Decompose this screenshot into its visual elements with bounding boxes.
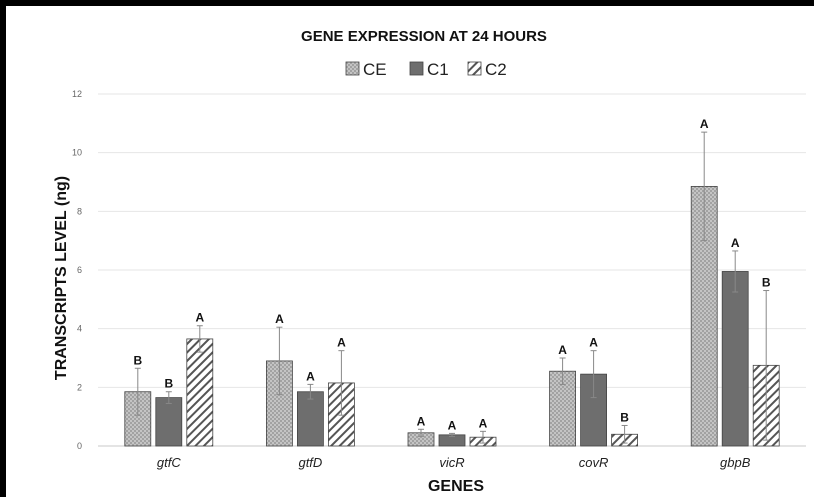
legend-swatch-C2 bbox=[467, 61, 482, 76]
y-axis-ticks: 0 2 4 6 8 10 12 bbox=[72, 89, 82, 451]
significance-label: A bbox=[337, 336, 346, 350]
y-tick-label: 12 bbox=[72, 89, 82, 99]
y-tick-label: 0 bbox=[77, 441, 82, 451]
error-bars bbox=[134, 131, 770, 444]
bar-chart: GENE EXPRESSION AT 24 HOURS 0 2 4 6 8 10 12 TR… bbox=[53, 28, 806, 495]
category-label: gtfC bbox=[157, 455, 181, 470]
legend-label: CE bbox=[363, 60, 387, 79]
significance-label: A bbox=[700, 117, 709, 131]
legend-swatch-CE bbox=[345, 61, 360, 76]
significance-label: B bbox=[164, 377, 173, 391]
legend-label: C2 bbox=[485, 60, 507, 79]
significance-label: A bbox=[589, 336, 598, 350]
y-tick-label: 2 bbox=[77, 382, 82, 392]
bar-C2-gtfC bbox=[186, 338, 214, 447]
significance-label: A bbox=[479, 416, 488, 430]
category-label: covR bbox=[579, 455, 609, 470]
significance-label: A bbox=[275, 312, 284, 326]
y-tick-label: 10 bbox=[72, 148, 82, 158]
legend-swatch-C1 bbox=[409, 61, 424, 76]
bar-C1-gbpB bbox=[721, 271, 749, 447]
significance-label: A bbox=[558, 343, 567, 357]
legend-label: C1 bbox=[427, 60, 449, 79]
bars bbox=[124, 185, 780, 447]
y-axis-title: TRANSCRIPTS LEVEL (ng) bbox=[53, 176, 70, 380]
significance-label: B bbox=[620, 410, 629, 424]
y-tick-label: 8 bbox=[77, 206, 82, 216]
bar-C1-gtfC bbox=[155, 397, 183, 447]
legend: CE C1 C2 bbox=[345, 60, 507, 79]
significance-label: A bbox=[195, 311, 204, 325]
significance-label: A bbox=[417, 414, 426, 428]
significance-labels: B B A A A A A A A A A B A A B bbox=[133, 117, 770, 432]
significance-label: A bbox=[731, 236, 740, 250]
category-labels: gtfC gtfD vicR covR gbpB bbox=[157, 455, 751, 470]
category-label: gtfD bbox=[298, 455, 322, 470]
category-label: vicR bbox=[439, 455, 464, 470]
significance-label: B bbox=[762, 276, 771, 290]
significance-label: A bbox=[448, 418, 457, 432]
chart-title: GENE EXPRESSION AT 24 HOURS bbox=[301, 28, 547, 45]
x-axis-title: GENES bbox=[428, 478, 484, 495]
category-label: gbpB bbox=[720, 455, 751, 470]
bar-C1-gtfD bbox=[296, 391, 324, 447]
significance-label: B bbox=[133, 353, 142, 367]
y-tick-label: 6 bbox=[77, 265, 82, 275]
significance-label: A bbox=[306, 369, 315, 383]
gridlines bbox=[98, 93, 806, 447]
y-tick-label: 4 bbox=[77, 324, 82, 334]
